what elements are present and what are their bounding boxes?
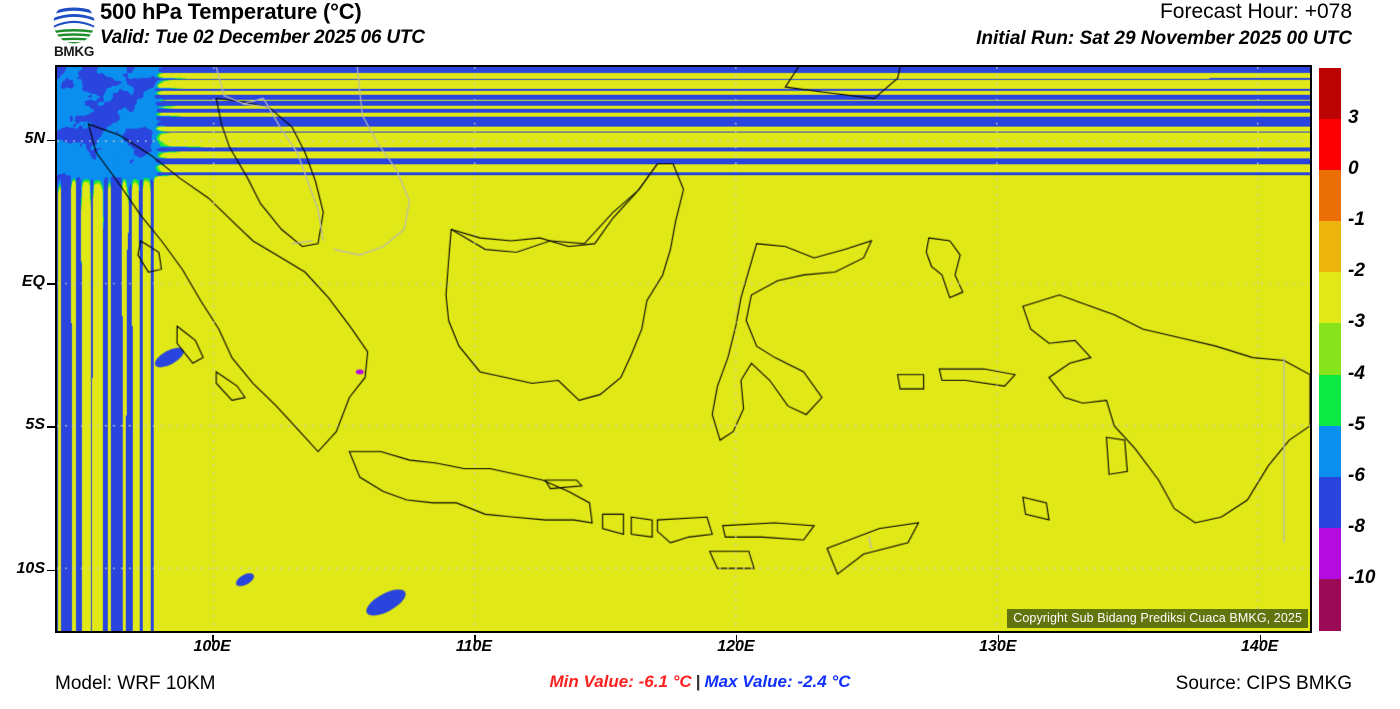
colorbar-segment[interactable] [1319, 272, 1341, 325]
lat-tick-label: EQ [21, 273, 45, 291]
colorbar-segment[interactable] [1319, 527, 1341, 580]
lon-tick-mark [1259, 635, 1262, 642]
forecast-hour-label: Forecast Hour: +078 [1159, 0, 1352, 23]
initial-run-label: Initial Run: Sat 29 November 2025 00 UTC [976, 28, 1352, 49]
colorbar-tick-label: -5 [1348, 413, 1365, 435]
copyright-overlay: Copyright Sub Bidang Prediksi Cuaca BMKG… [1007, 609, 1308, 628]
lon-tick-mark [212, 635, 214, 642]
colorbar-tick-label: 3 [1348, 107, 1359, 129]
lat-tick-mark [47, 569, 55, 572]
forecast-map[interactable]: Copyright Sub Bidang Prediksi Cuaca BMKG… [55, 65, 1312, 633]
bmkg-logo-label: BMKG [53, 44, 95, 59]
page-title: 500 hPa Temperature (°C) [100, 0, 362, 24]
colorbar-segment[interactable] [1319, 425, 1341, 478]
lon-tick-mark [474, 635, 476, 642]
lon-tick-label: 110E [455, 638, 493, 655]
colorbar-segment[interactable] [1319, 578, 1341, 631]
colorbar-tick-label: -10 [1348, 566, 1376, 588]
colorbar-segment[interactable] [1319, 68, 1341, 120]
max-value-label: Max Value: -2.4 °C [704, 672, 851, 691]
colorbar-tick-label: -4 [1348, 362, 1365, 384]
colorbar-segment[interactable] [1319, 476, 1341, 529]
colorbar-tick-label: -3 [1348, 311, 1365, 333]
header-bar: BMKG 500 hPa Temperature (°C) Valid: Tue… [0, 0, 1400, 60]
colorbar[interactable] [1319, 68, 1341, 631]
lat-tick-label: 5N [24, 129, 45, 147]
colorbar-segment[interactable] [1319, 119, 1341, 171]
lon-tick-mark [735, 635, 738, 642]
lon-tick-label: 130E [979, 638, 1017, 655]
footer-bar: Model: WRF 10KM Min Value: -6.1 °C | Max V… [0, 663, 1400, 709]
colorbar-tick-label: -6 [1348, 464, 1365, 486]
bmkg-logo-mark [53, 2, 95, 44]
lon-tick-label: 140E [1240, 638, 1279, 655]
lat-tick-label: 10S [16, 559, 45, 577]
lat-tick-mark [47, 139, 55, 142]
lon-tick-mark [997, 635, 1000, 642]
temperature-field-canvas [57, 67, 1310, 631]
minmax-label: Min Value: -6.1 °C | Max Value: -2.4 °C [0, 672, 1400, 692]
colorbar-tick-label: -1 [1348, 209, 1365, 231]
lon-tick-label: 100E [193, 638, 231, 655]
min-value-label: Min Value: -6.1 °C [549, 672, 692, 691]
colorbar-segment[interactable] [1319, 221, 1341, 273]
minmax-separator: | [695, 672, 701, 691]
colorbar-segment[interactable] [1319, 170, 1341, 222]
bmkg-logo: BMKG [45, 2, 103, 59]
source-label: Source: CIPS BMKG [1175, 673, 1352, 694]
colorbar-segment[interactable] [1319, 323, 1341, 376]
colorbar-tick-label: -2 [1348, 260, 1365, 282]
lat-tick-mark [47, 426, 55, 428]
lat-tick-mark [47, 283, 55, 285]
lat-tick-label: 5S [25, 416, 45, 434]
colorbar-segment[interactable] [1319, 374, 1341, 427]
valid-time-label: Valid: Tue 02 December 2025 06 UTC [100, 27, 425, 48]
colorbar-labels: 3 0 -1 -2 -3 -4 -5 -6 -8 -10 [1348, 68, 1400, 630]
lon-tick-label: 120E [717, 638, 755, 655]
colorbar-tick-label: 0 [1348, 158, 1359, 180]
colorbar-tick-label: -8 [1348, 515, 1365, 537]
model-label: Model: WRF 10KM [55, 673, 216, 694]
